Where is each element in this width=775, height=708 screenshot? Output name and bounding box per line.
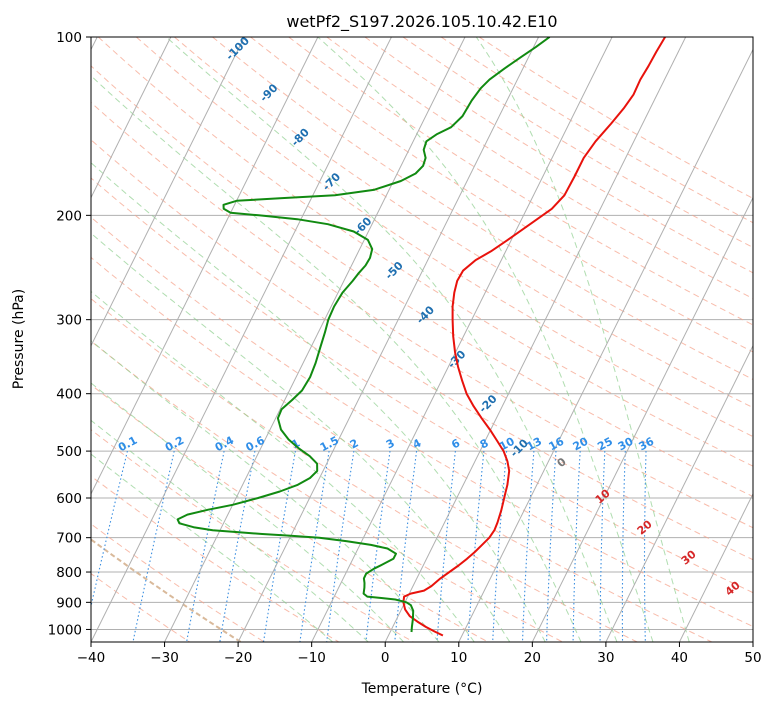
- dry-adiabat: [91, 216, 753, 628]
- dry-adiabat: [212, 37, 753, 380]
- dry-adiabat: [91, 177, 753, 594]
- moist-adiabat: [91, 419, 369, 642]
- y-axis-label: Pressure (hPa): [11, 289, 27, 389]
- moist-adiabat: [91, 453, 334, 642]
- skewed-isotherm: [384, 37, 687, 642]
- x-tick-label: −40: [77, 650, 106, 666]
- x-tick-label: −10: [297, 650, 326, 666]
- dry-adiabat: [174, 37, 753, 409]
- chart-title: wetPf2_S197.2026.105.10.42.E10: [286, 12, 557, 32]
- mixing-ratio-label: 16: [547, 435, 567, 454]
- y-tick-label: 500: [56, 444, 82, 460]
- x-tick-label: −20: [224, 650, 253, 666]
- dry-adiabat: [91, 298, 638, 642]
- mixing-ratio-line: [186, 450, 225, 642]
- mixing-ratio-line: [365, 451, 391, 642]
- plot-frame: [90, 36, 754, 643]
- x-tick-label: 0: [381, 650, 390, 666]
- dry-adiabat: [91, 256, 713, 642]
- mixing-ratio-line: [521, 451, 535, 642]
- mixing-ratio-line: [621, 451, 626, 642]
- y-tick-label: 400: [56, 387, 82, 403]
- y-tick-label: 200: [56, 208, 82, 224]
- mixing-ratio-line: [326, 451, 355, 642]
- mixing-ratio-label: 36: [637, 435, 657, 454]
- mixing-ratio-line: [599, 451, 606, 642]
- x-tick-label: 30: [597, 650, 614, 666]
- moist-adiabat: [475, 37, 690, 642]
- x-tick-label: 10: [450, 650, 467, 666]
- skewed-isotherm: [91, 37, 319, 496]
- skewed-isotherm: [91, 37, 245, 347]
- dewpoint-profile-line: [176, 37, 551, 633]
- skewed-isotherm: [91, 37, 392, 642]
- skewed-isotherm: [164, 37, 466, 642]
- y-tick-label: 100: [56, 30, 82, 46]
- moist-adiabat: [91, 339, 440, 642]
- moist-adiabat: [91, 162, 546, 642]
- dry-adiabat: [288, 37, 753, 326]
- mixing-ratio-line: [436, 451, 456, 642]
- y-tick-label: 1000: [48, 622, 82, 638]
- dry-adiabat: [326, 37, 753, 300]
- dry-adiabat: [250, 37, 753, 353]
- mixing-ratio-line: [299, 451, 330, 642]
- x-tick-label: 20: [524, 650, 541, 666]
- dry-adiabat-bold: [91, 538, 242, 642]
- mixing-ratio-label: 25: [595, 435, 615, 454]
- moist-adiabat: [91, 232, 511, 642]
- dry-adiabat: [91, 139, 753, 561]
- y-tick-label: 300: [56, 313, 82, 329]
- dry-adiabat: [91, 475, 340, 642]
- x-tick-label: 40: [671, 650, 688, 666]
- mixing-ratio-line: [467, 451, 485, 642]
- dry-adiabat: [91, 101, 753, 529]
- y-tick-label: 700: [56, 531, 82, 547]
- dry-adiabat: [91, 65, 753, 498]
- skewed-isotherm: [678, 492, 753, 642]
- x-tick-label: 50: [744, 650, 761, 666]
- moist-adiabat: [91, 290, 475, 642]
- y-tick-label: 800: [56, 565, 82, 581]
- mixing-ratio-line: [572, 451, 581, 642]
- dry-adiabat: [135, 37, 753, 438]
- skewed-isotherm: [237, 37, 540, 642]
- moist-adiabat: [317, 37, 654, 642]
- mixing-ratio-label: 30: [616, 435, 636, 454]
- mixing-ratio-line: [219, 450, 256, 642]
- skewed-isotherm: [605, 344, 753, 642]
- dry-adiabat: [91, 384, 489, 642]
- skewed-isotherm: [311, 37, 613, 642]
- temperature-profile-line: [402, 37, 666, 637]
- mixing-ratio-label: 20: [571, 435, 591, 454]
- y-tick-label: 900: [56, 595, 82, 611]
- mixing-ratio-label: 13: [524, 435, 544, 454]
- x-axis-label: Temperature (°C): [361, 681, 483, 697]
- skewed-isotherm: [91, 37, 172, 199]
- dry-adiabat: [97, 37, 753, 467]
- skewed-isotherm: [458, 48, 753, 642]
- skewed-isotherm: [531, 196, 753, 642]
- x-tick-label: −30: [150, 650, 179, 666]
- mixing-ratio-line: [546, 451, 557, 642]
- y-tick-label: 600: [56, 491, 82, 507]
- mixing-ratio-line: [91, 450, 128, 609]
